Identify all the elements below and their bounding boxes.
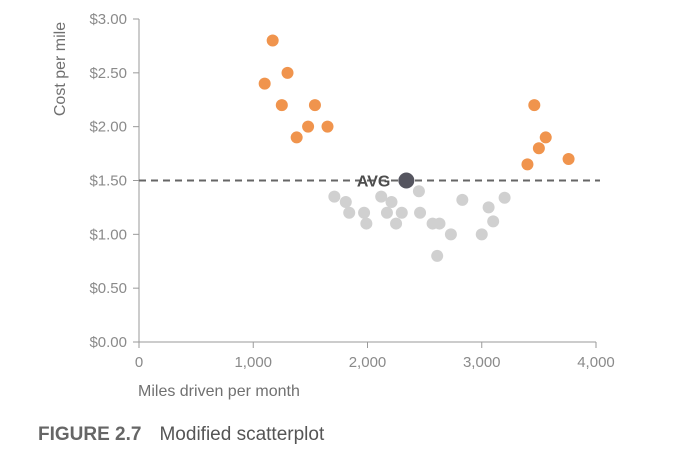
x-tick-label: 4,000: [577, 354, 615, 371]
data-point: [487, 215, 500, 228]
data-point: [343, 206, 356, 219]
data-point: [258, 77, 271, 90]
data-point: [482, 201, 495, 214]
average-point: [398, 172, 415, 189]
figure-title: Modified scatterplot: [159, 424, 325, 445]
data-point: [380, 206, 393, 219]
x-tick-label: 3,000: [463, 354, 501, 371]
y-tick-label: $2.50: [89, 65, 127, 82]
x-axis-title: Miles driven per month: [138, 383, 300, 400]
y-tick-label: $1.50: [89, 173, 127, 190]
data-point: [431, 249, 444, 262]
y-tick-label: $2.00: [89, 119, 127, 136]
data-point: [521, 158, 534, 171]
data-point: [444, 228, 457, 241]
data-point: [456, 193, 469, 206]
data-point: [390, 217, 403, 230]
x-tick-label: 1,000: [234, 354, 272, 371]
data-point: [412, 185, 425, 198]
data-point: [375, 190, 388, 203]
data-point: [339, 196, 352, 209]
data-point: [539, 131, 552, 144]
y-axis: $0.00 $0.50 $1.00 $1.50 $2.00 $2.50 $3.00: [89, 11, 140, 351]
average-label: AVG: [357, 174, 390, 191]
y-tick-label: $3.00: [89, 11, 127, 28]
data-point: [358, 206, 371, 219]
y-axis-title: Cost per mile: [52, 22, 69, 116]
data-point: [532, 142, 545, 155]
scatterplot-chart: $0.00 $0.50 $1.00 $1.50 $2.00 $2.50 $3.00 0 1,0…: [52, 11, 615, 400]
data-point: [308, 99, 321, 112]
data-point: [395, 206, 408, 219]
data-point: [433, 217, 446, 230]
x-tick-label: 0: [135, 354, 143, 371]
x-tick-label: 2,000: [349, 354, 387, 371]
data-point: [475, 228, 488, 241]
figure-number: FIGURE 2.7: [38, 424, 142, 445]
data-point: [266, 34, 279, 47]
data-point: [302, 120, 315, 133]
figure-caption: FIGURE 2.7 Modified scatterplot: [38, 424, 324, 446]
average-marker-group: AVG: [139, 172, 600, 191]
data-point: [562, 152, 575, 165]
data-point: [290, 131, 303, 144]
y-tick-label: $0.50: [89, 280, 127, 297]
data-points: [258, 34, 575, 262]
y-tick-label: $0.00: [89, 334, 127, 351]
data-point: [498, 191, 511, 204]
x-axis: 0 1,000 2,000 3,000 4,000: [135, 341, 615, 371]
data-point: [281, 66, 294, 79]
data-point: [414, 206, 427, 219]
data-point: [321, 120, 334, 133]
data-point: [360, 217, 373, 230]
y-tick-label: $1.00: [89, 226, 127, 243]
data-point: [528, 99, 541, 112]
data-point: [328, 190, 341, 203]
data-point: [275, 99, 288, 112]
data-point: [385, 196, 398, 209]
